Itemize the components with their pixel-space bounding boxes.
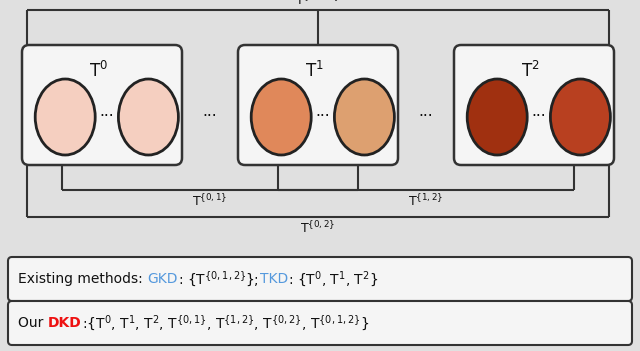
Text: Existing methods:: Existing methods: bbox=[18, 272, 147, 286]
Ellipse shape bbox=[467, 79, 527, 155]
Text: : {$\mathrm{T}^0$, $\mathrm{T}^1$, $\mathrm{T}^2$}: : {$\mathrm{T}^0$, $\mathrm{T}^1$, $\mat… bbox=[289, 269, 379, 289]
Text: Our: Our bbox=[18, 316, 48, 330]
FancyBboxPatch shape bbox=[454, 45, 614, 165]
Text: TKD: TKD bbox=[260, 272, 289, 286]
Text: :{$\mathrm{T}^0$, $\mathrm{T}^1$, $\mathrm{T}^2$, $\mathrm{T}^{\{0,1\}}$, $\math: :{$\mathrm{T}^0$, $\mathrm{T}^1$, $\math… bbox=[81, 313, 369, 333]
Text: $\mathrm{T}^{\{0,1\}}$: $\mathrm{T}^{\{0,1\}}$ bbox=[192, 193, 228, 209]
Ellipse shape bbox=[251, 79, 311, 155]
Text: ···: ··· bbox=[203, 110, 218, 125]
Text: ···: ··· bbox=[316, 110, 330, 125]
Ellipse shape bbox=[35, 79, 95, 155]
Text: GKD: GKD bbox=[147, 272, 178, 286]
FancyBboxPatch shape bbox=[238, 45, 398, 165]
Text: ···: ··· bbox=[419, 110, 433, 125]
FancyBboxPatch shape bbox=[8, 257, 632, 301]
Ellipse shape bbox=[334, 79, 394, 155]
Text: $\mathrm{T}^{\{1,2\}}$: $\mathrm{T}^{\{1,2\}}$ bbox=[408, 193, 444, 209]
Text: $\mathrm{T}^2$: $\mathrm{T}^2$ bbox=[521, 61, 540, 81]
Text: DKD: DKD bbox=[48, 316, 81, 330]
Text: ···: ··· bbox=[99, 110, 114, 125]
FancyBboxPatch shape bbox=[8, 301, 632, 345]
Text: $\mathrm{T}^0$: $\mathrm{T}^0$ bbox=[89, 61, 108, 81]
Text: $\mathrm{T}^{\{0,2\}}$: $\mathrm{T}^{\{0,2\}}$ bbox=[300, 220, 336, 236]
Text: ···: ··· bbox=[531, 110, 546, 125]
Text: $\mathrm{T}^{\{0,1,2\}}$: $\mathrm{T}^{\{0,1,2\}}$ bbox=[295, 0, 340, 8]
Ellipse shape bbox=[550, 79, 611, 155]
FancyBboxPatch shape bbox=[22, 45, 182, 165]
Text: : {$\mathrm{T}^{\{0,1,2\}}$};: : {$\mathrm{T}^{\{0,1,2\}}$}; bbox=[178, 270, 260, 289]
Ellipse shape bbox=[118, 79, 179, 155]
Text: $\mathrm{T}^1$: $\mathrm{T}^1$ bbox=[305, 61, 324, 81]
